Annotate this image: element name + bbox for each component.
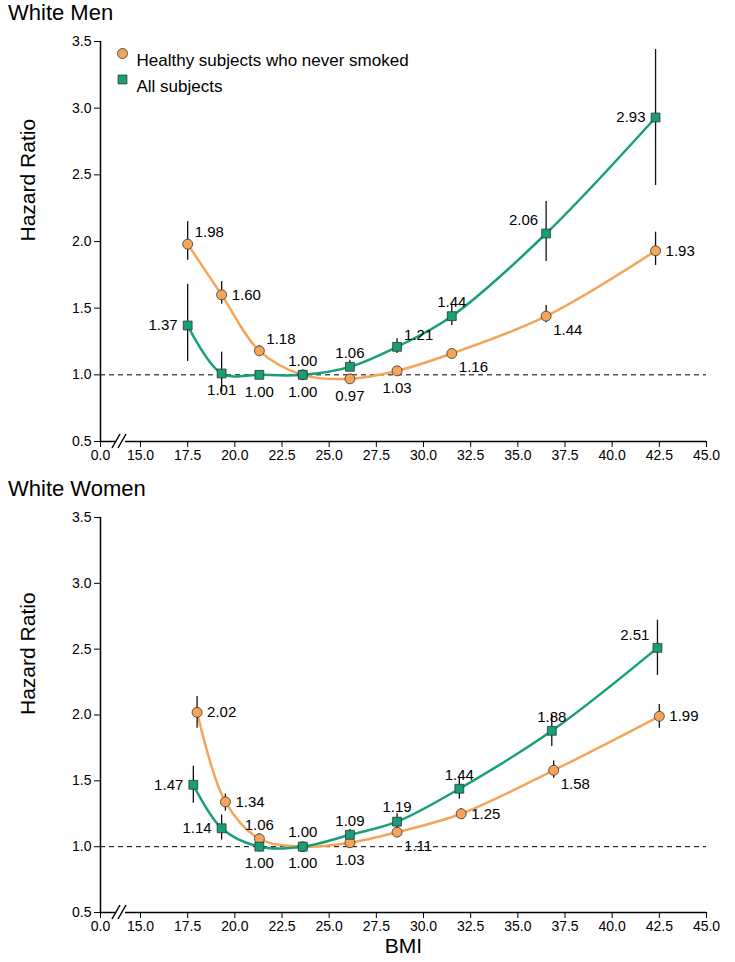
- svg-text:45.0: 45.0: [693, 918, 720, 934]
- svg-text:1.06: 1.06: [335, 344, 364, 361]
- svg-text:Healthy subjects who never smo: Healthy subjects who never smoked: [137, 51, 409, 70]
- svg-text:0.97: 0.97: [335, 387, 364, 404]
- svg-text:42.5: 42.5: [646, 447, 673, 463]
- svg-text:1.03: 1.03: [335, 851, 364, 868]
- svg-text:1.00: 1.00: [288, 823, 317, 840]
- svg-text:1.47: 1.47: [154, 776, 183, 793]
- svg-text:1.19: 1.19: [382, 798, 411, 815]
- svg-text:1.16: 1.16: [459, 358, 488, 375]
- svg-text:0.0: 0.0: [91, 447, 111, 463]
- svg-text:0.5: 0.5: [72, 433, 92, 449]
- svg-text:3.5: 3.5: [72, 509, 92, 525]
- svg-text:2.51: 2.51: [620, 626, 649, 643]
- svg-text:1.0: 1.0: [72, 838, 92, 854]
- svg-text:32.5: 32.5: [457, 447, 484, 463]
- svg-text:1.44: 1.44: [445, 766, 474, 783]
- html-text:White Men: White Men: [8, 0, 114, 25]
- svg-text:1.88: 1.88: [537, 708, 566, 725]
- svg-text:BMI: BMI: [385, 934, 422, 957]
- svg-text:0.5: 0.5: [72, 904, 92, 920]
- svg-text:40.0: 40.0: [599, 918, 626, 934]
- svg-text:3.0: 3.0: [72, 575, 92, 591]
- svg-text:1.44: 1.44: [553, 321, 582, 338]
- svg-text:1.60: 1.60: [232, 286, 261, 303]
- svg-text:1.99: 1.99: [669, 707, 698, 724]
- svg-text:37.5: 37.5: [551, 918, 578, 934]
- svg-text:27.5: 27.5: [363, 447, 390, 463]
- svg-text:1.5: 1.5: [72, 772, 92, 788]
- svg-text:22.5: 22.5: [268, 918, 295, 934]
- svg-text:22.5: 22.5: [268, 447, 295, 463]
- svg-text:25.0: 25.0: [316, 447, 343, 463]
- svg-text:1.18: 1.18: [266, 330, 295, 347]
- svg-text:30.0: 30.0: [410, 918, 437, 934]
- html-text:White Women: White Women: [8, 476, 146, 501]
- svg-text:3.5: 3.5: [72, 33, 92, 49]
- svg-text:1.93: 1.93: [666, 242, 695, 259]
- svg-text:1.00: 1.00: [245, 383, 274, 400]
- svg-text:2.93: 2.93: [616, 108, 645, 125]
- svg-text:1.03: 1.03: [382, 379, 411, 396]
- svg-text:2.0: 2.0: [72, 706, 92, 722]
- svg-text:45.0: 45.0: [693, 447, 720, 463]
- svg-text:2.5: 2.5: [72, 166, 92, 182]
- svg-text:1.11: 1.11: [404, 837, 432, 854]
- svg-text:35.0: 35.0: [504, 447, 531, 463]
- svg-text:40.0: 40.0: [599, 447, 626, 463]
- svg-text:3.0: 3.0: [72, 100, 92, 116]
- svg-text:1.34: 1.34: [235, 793, 264, 810]
- svg-text:1.37: 1.37: [148, 316, 177, 333]
- svg-text:1.00: 1.00: [288, 352, 317, 369]
- svg-text:17.5: 17.5: [174, 447, 201, 463]
- svg-text:1.58: 1.58: [561, 775, 590, 792]
- svg-text:1.00: 1.00: [288, 383, 317, 400]
- svg-text:15.0: 15.0: [127, 447, 154, 463]
- svg-text:1.21: 1.21: [404, 326, 433, 343]
- svg-text:20.0: 20.0: [221, 447, 248, 463]
- svg-text:1.00: 1.00: [288, 854, 317, 871]
- svg-text:1.44: 1.44: [437, 293, 466, 310]
- svg-text:17.5: 17.5: [174, 918, 201, 934]
- svg-text:1.25: 1.25: [471, 805, 500, 822]
- svg-text:35.0: 35.0: [504, 918, 531, 934]
- svg-text:Hazard Ratio: Hazard Ratio: [16, 592, 39, 715]
- svg-text:2.0: 2.0: [72, 233, 92, 249]
- svg-text:1.0: 1.0: [72, 366, 92, 382]
- svg-text:1.14: 1.14: [182, 819, 211, 836]
- svg-text:1.98: 1.98: [195, 223, 224, 240]
- svg-text:1.5: 1.5: [72, 300, 92, 316]
- svg-text:2.02: 2.02: [207, 703, 236, 720]
- svg-text:1.00: 1.00: [245, 854, 274, 871]
- svg-text:30.0: 30.0: [410, 447, 437, 463]
- svg-text:1.06: 1.06: [245, 816, 274, 833]
- svg-text:Hazard Ratio: Hazard Ratio: [16, 119, 39, 242]
- svg-text:1.01: 1.01: [207, 381, 236, 398]
- svg-text:32.5: 32.5: [457, 918, 484, 934]
- svg-text:0.0: 0.0: [91, 918, 111, 934]
- svg-text:27.5: 27.5: [363, 918, 390, 934]
- svg-text:15.0: 15.0: [127, 918, 154, 934]
- svg-text:42.5: 42.5: [646, 918, 673, 934]
- svg-text:All subjects: All subjects: [137, 77, 223, 96]
- svg-text:25.0: 25.0: [316, 918, 343, 934]
- svg-text:1.09: 1.09: [335, 812, 364, 829]
- svg-text:2.06: 2.06: [509, 211, 538, 228]
- svg-text:37.5: 37.5: [551, 447, 578, 463]
- svg-text:20.0: 20.0: [221, 918, 248, 934]
- svg-text:2.5: 2.5: [72, 641, 92, 657]
